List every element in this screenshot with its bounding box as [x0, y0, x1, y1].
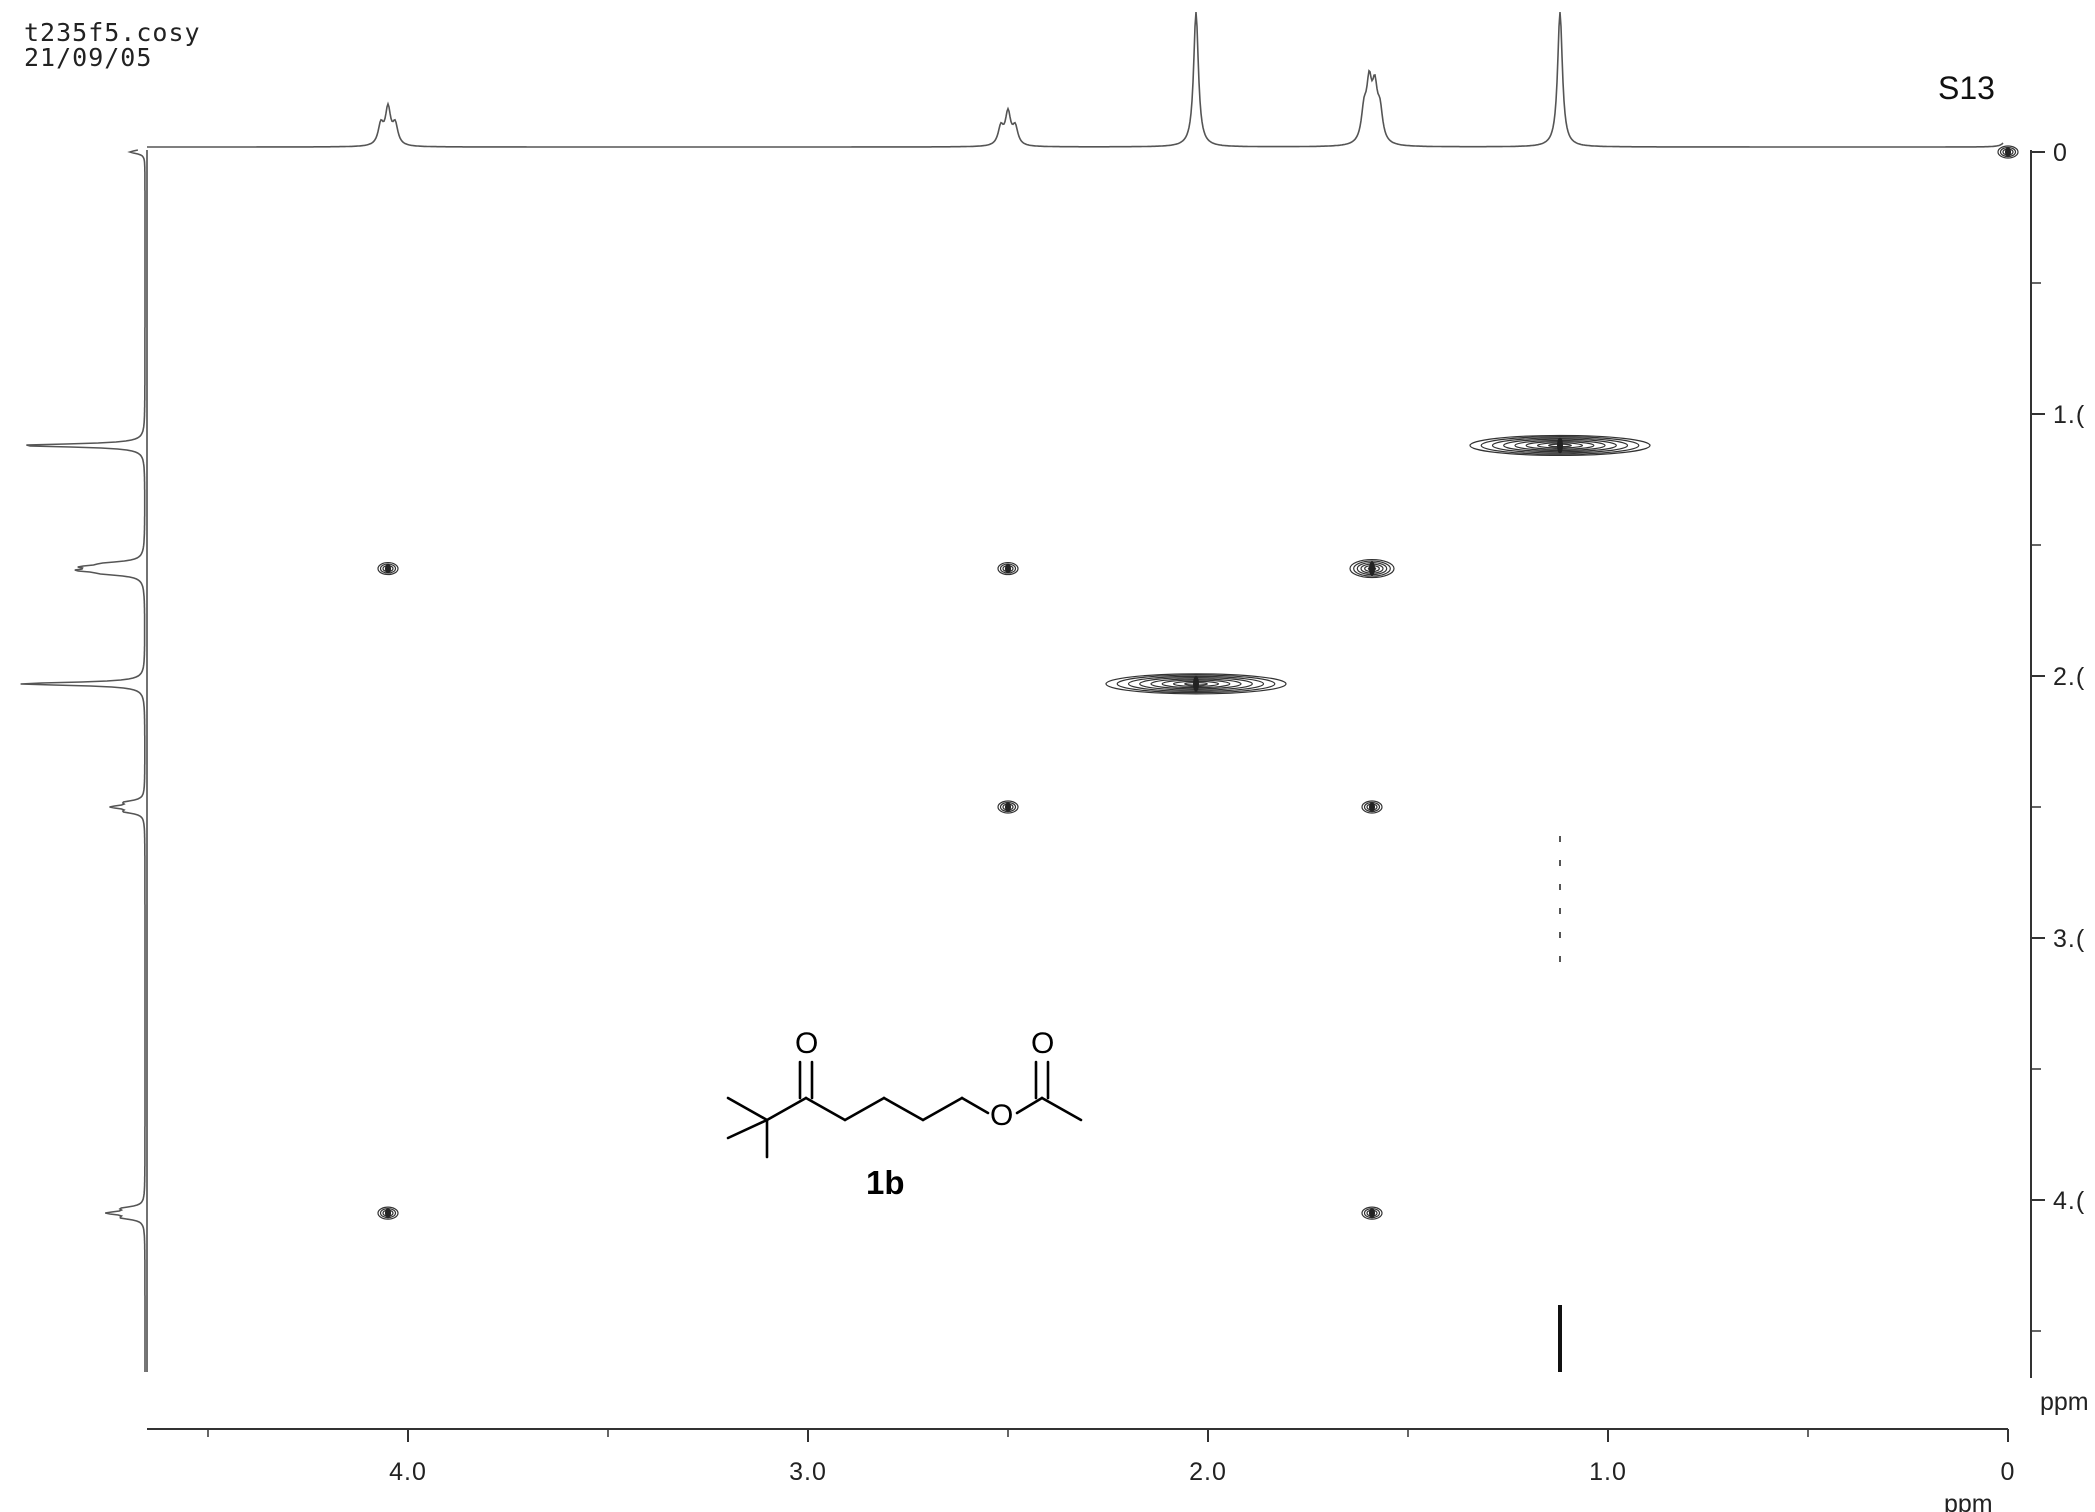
bond — [1040, 1096, 1083, 1122]
bond — [804, 1096, 847, 1122]
bond — [1015, 1096, 1044, 1115]
cross-peak — [1349, 558, 1395, 579]
bond — [765, 1096, 808, 1122]
contour-core — [2005, 147, 2011, 157]
f2-tick-label: 3.0 — [789, 1458, 827, 1486]
f1-axis-unit: ppm — [2040, 1388, 2089, 1416]
sample-filename: t235f5.cosy — [24, 18, 201, 47]
contour-ring — [1349, 558, 1395, 579]
cross-peak — [997, 800, 1019, 814]
contour-core — [1369, 561, 1375, 576]
cross-peak — [1469, 434, 1651, 457]
cross-peak — [1361, 800, 1383, 814]
f2-projection-trace — [147, 11, 2004, 148]
contour-core — [385, 563, 391, 574]
molecule-structure — [726, 1060, 1083, 1159]
f1-tick-label: 3.( — [2053, 925, 2085, 953]
f1-tick-label: 0 — [2053, 139, 2068, 167]
bond — [726, 1096, 769, 1122]
page-label: S13 — [1938, 70, 1995, 106]
bond — [843, 1096, 886, 1122]
contour-core — [1369, 1208, 1375, 1218]
contour-ring — [1480, 436, 1640, 455]
f2-tick-label: 0 — [2001, 1458, 2016, 1486]
contour-ring — [997, 561, 1019, 576]
f1-projection-trace — [20, 149, 146, 1372]
bond — [921, 1096, 964, 1122]
f1-tick-label: 2.( — [2053, 663, 2085, 691]
bond — [726, 1118, 769, 1140]
f1-axis-ticks: 0 1.( 2.( 3.( 4.( — [2031, 139, 2085, 1332]
bond — [882, 1096, 925, 1122]
contour-core — [1369, 802, 1375, 812]
contour-ring — [1997, 145, 2019, 159]
cross-peaks — [377, 145, 2019, 1372]
contour-ring — [1469, 434, 1651, 457]
f1-tick-label: 4.( — [2053, 1187, 2085, 1215]
compound-label: 1b — [866, 1164, 905, 1201]
contour-core — [1005, 802, 1011, 812]
atom-o-ketone: O — [795, 1027, 818, 1060]
atom-o-ester-carbonyl: O — [1031, 1027, 1054, 1060]
contour-core — [385, 1208, 391, 1218]
cross-peak — [377, 561, 399, 576]
acquisition-date: 21/09/05 — [24, 43, 153, 72]
atom-o-ester: O — [990, 1099, 1013, 1132]
f2-axis-ticks: 4.0 3.0 2.0 1.0 0 — [207, 1429, 2016, 1486]
contour-core — [1557, 437, 1563, 454]
f2-tick-label: 4.0 — [389, 1458, 427, 1486]
cross-peak — [997, 561, 1019, 576]
f2-tick-label: 2.0 — [1189, 1458, 1227, 1486]
contour-ring — [1353, 560, 1391, 577]
f1-tick-label: 1.( — [2053, 401, 2085, 429]
cross-peak — [1361, 1206, 1383, 1220]
bond — [960, 1096, 990, 1115]
contour-ring — [1116, 674, 1276, 694]
f2-tick-label: 1.0 — [1589, 1458, 1627, 1486]
cross-peak — [1105, 673, 1287, 695]
contour-core — [1193, 675, 1199, 692]
contour-core — [1005, 563, 1011, 574]
contour-ring — [377, 561, 399, 576]
f2-axis-unit: ppm — [1944, 1490, 1993, 1512]
contour-ring — [1105, 673, 1287, 695]
contour-ring — [377, 1206, 399, 1220]
contour-ring — [1361, 800, 1383, 814]
cross-peak — [1997, 145, 2019, 159]
contour-ring — [997, 800, 1019, 814]
contour-ring — [1361, 1206, 1383, 1220]
cross-peak — [377, 1206, 399, 1220]
